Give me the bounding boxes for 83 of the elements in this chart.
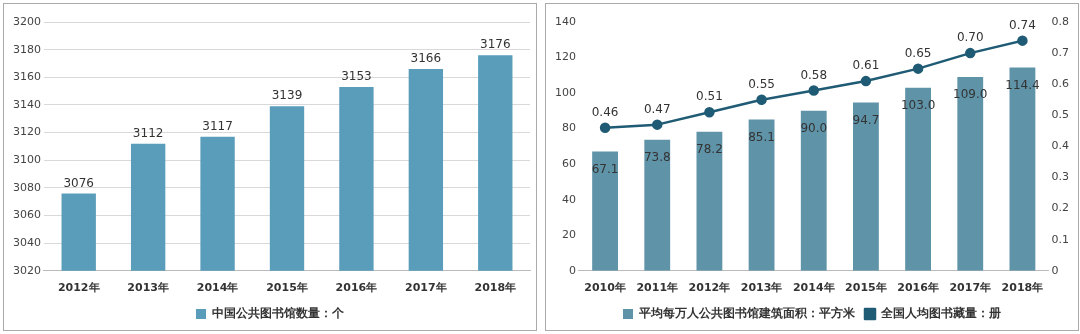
y2-tick-label: 0.5 (1051, 108, 1070, 122)
x-tick-label: 2013年 (740, 281, 783, 295)
bar (800, 110, 827, 271)
x-tick-label: 2010年 (584, 281, 626, 295)
y2-tick-label: 0.1 (1051, 232, 1070, 246)
y-tick-label: 20 (562, 228, 576, 242)
data-label: 0.46 (591, 104, 619, 119)
y-tick-label: 3180 (12, 42, 41, 56)
data-label: 85.1 (748, 129, 775, 144)
x-tick-label: 2012年 (688, 281, 731, 295)
point (808, 85, 819, 96)
y-tick-label: 3140 (12, 97, 41, 111)
x-tick-label: 2017年 (405, 281, 447, 295)
point (652, 119, 663, 130)
y-tick-label: 60 (562, 157, 576, 171)
y-tick-label: 3060 (12, 208, 41, 222)
data-label: 3076 (63, 175, 94, 190)
y-tick-label: 3120 (12, 125, 41, 139)
bar (748, 119, 775, 271)
data-label: 0.70 (956, 30, 984, 45)
data-label: 67.1 (591, 161, 619, 176)
legend-label: 平均每万人公共图书馆建筑面积：平方米 (638, 306, 856, 321)
data-label: 3139 (271, 88, 303, 103)
y-tick-label: 100 (555, 85, 576, 99)
y2-tick-label: 0.8 (1051, 14, 1070, 28)
y-tick-label: 0 (569, 263, 576, 277)
point (965, 47, 976, 59)
data-label: 0.74 (1009, 17, 1036, 32)
data-label: 3153 (341, 69, 372, 84)
y-tick-label: 3200 (12, 14, 41, 28)
data-label: 0.55 (748, 76, 775, 91)
data-label: 0.65 (904, 45, 932, 60)
data-label: 0.61 (852, 58, 880, 73)
y2-tick-label: 0.6 (1051, 77, 1070, 91)
data-label: 90.0 (800, 120, 828, 135)
point (1017, 35, 1028, 46)
y-tick-label: 80 (562, 121, 576, 135)
x-tick-label: 2017年 (949, 281, 992, 295)
data-label: 3117 (202, 118, 233, 133)
x-tick-label: 2018年 (1001, 281, 1044, 295)
y-tick-label: 40 (562, 192, 576, 206)
x-tick-label: 2012年 (57, 281, 100, 295)
x-tick-label: 2015年 (266, 281, 308, 295)
data-label: 73.8 (643, 149, 671, 164)
y2-tick-label: 0 (1051, 263, 1059, 277)
legend-label: 全国人均图书藏量：册 (880, 306, 1001, 321)
data-label: 3176 (480, 37, 511, 52)
y2-tick-label: 0.7 (1051, 45, 1070, 59)
x-tick-label: 2011年 (636, 281, 679, 295)
bar (592, 151, 618, 271)
data-label: 78.2 (696, 141, 723, 156)
bar (853, 102, 879, 271)
y-tick-label: 3080 (12, 180, 41, 194)
x-tick-label: 2018年 (474, 281, 517, 295)
x-tick-label: 2016年 (335, 281, 378, 295)
point (860, 75, 872, 87)
point (704, 106, 715, 118)
legend-label: 中国公共图书馆数量：个 (212, 306, 345, 321)
point (756, 94, 767, 105)
y-tick-label: 3040 (12, 236, 41, 250)
data-label: 0.51 (696, 89, 723, 104)
y-tick-label: 3100 (12, 153, 41, 167)
x-tick-label: 2014年 (792, 281, 835, 295)
data-label: 94.7 (852, 112, 880, 127)
x-tick-label: 2014年 (196, 281, 239, 295)
y-tick-label: 120 (555, 50, 576, 64)
bar (696, 131, 723, 271)
data-label: 0.58 (800, 67, 828, 82)
y2-tick-label: 0.4 (1051, 139, 1070, 153)
data-label: 3112 (132, 125, 164, 140)
y2-tick-label: 0.2 (1051, 201, 1070, 215)
x-tick-label: 2015年 (845, 281, 887, 295)
y-tick-label: 140 (555, 14, 576, 28)
bar (644, 139, 671, 271)
data-label: 0.47 (643, 101, 671, 116)
x-tick-label: 2013年 (127, 281, 169, 295)
point (599, 122, 611, 133)
y-tick-label: 3160 (12, 70, 41, 84)
y2-tick-label: 0.3 (1051, 170, 1070, 184)
x-tick-label: 2016年 (897, 281, 939, 295)
data-label: 3166 (410, 51, 442, 66)
point (912, 63, 924, 74)
y-tick-label: 3020 (12, 263, 41, 277)
